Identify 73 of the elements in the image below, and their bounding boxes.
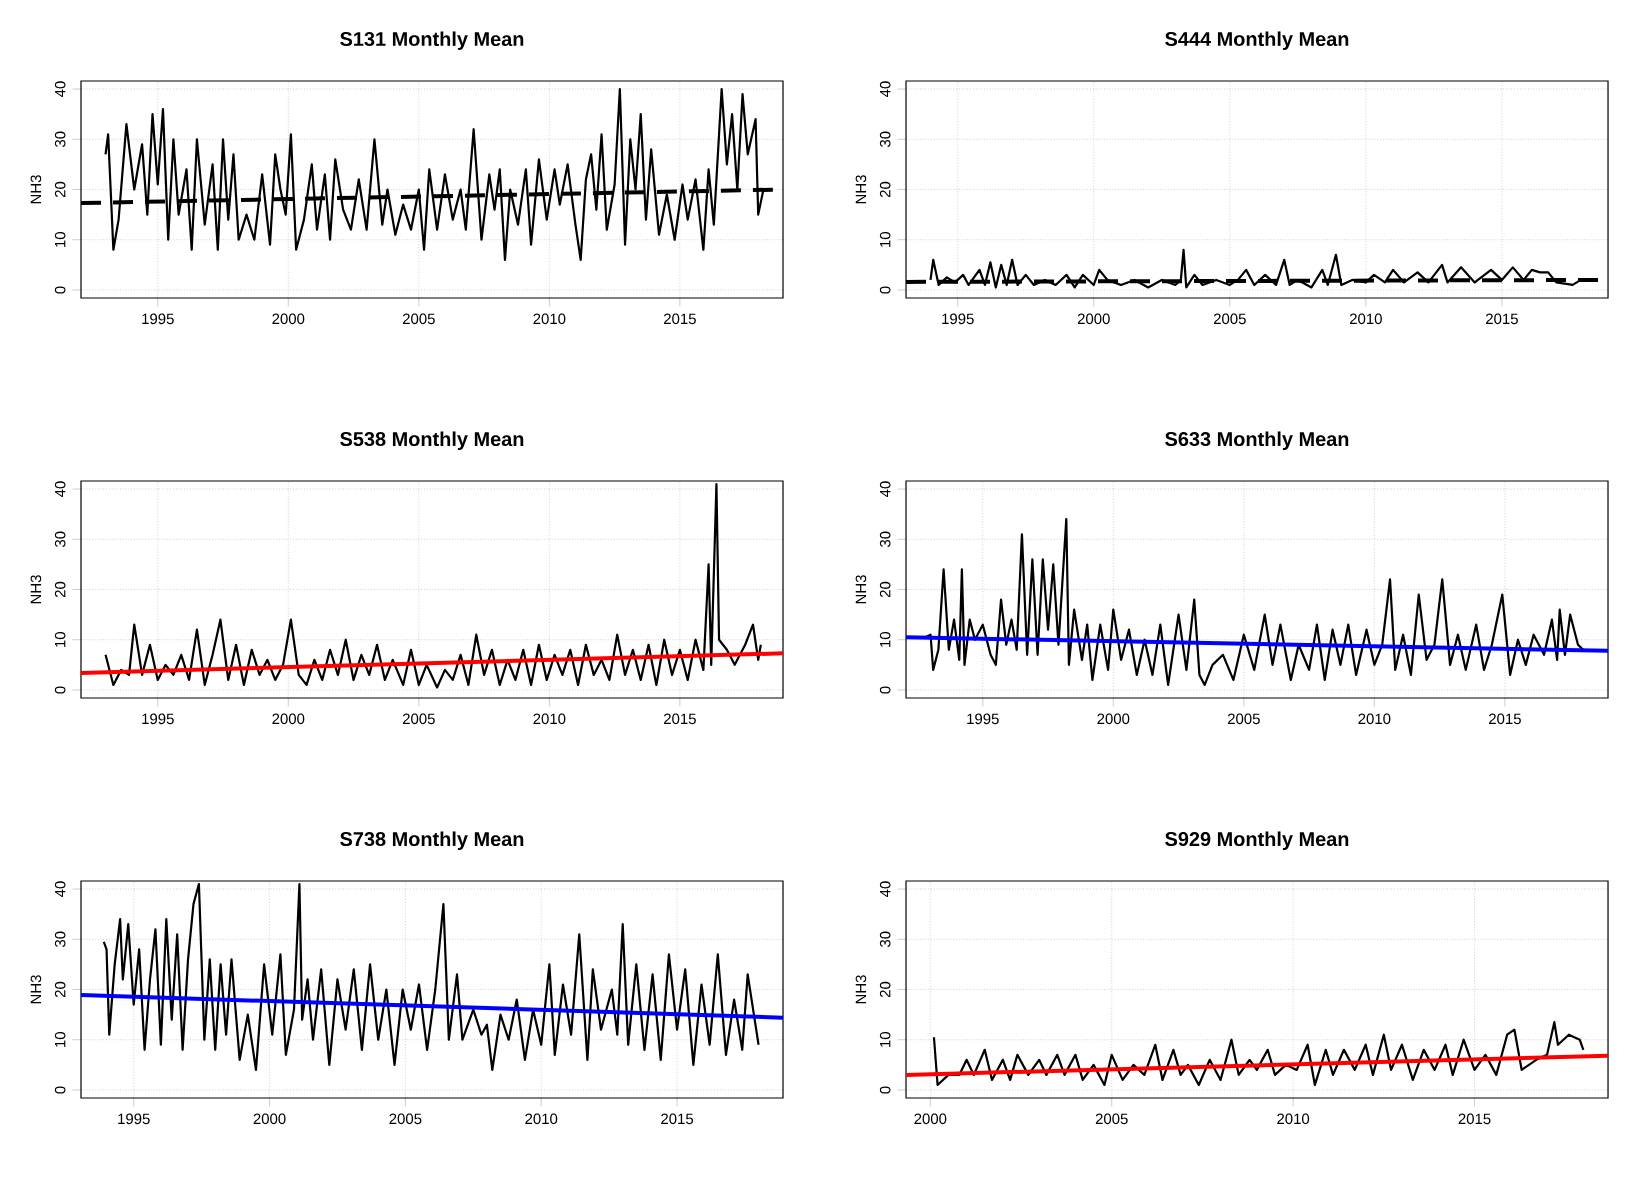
x-tick-label: 2015 <box>1458 1113 1491 1125</box>
x-tick-label: 1995 <box>967 713 999 725</box>
x-tick-label: 2000 <box>1077 313 1110 325</box>
x-tick-label: 2010 <box>533 313 566 325</box>
y-tick-label: 10 <box>54 632 66 647</box>
y-tick-label: 40 <box>879 481 891 498</box>
y-tick-label: 10 <box>54 1032 66 1047</box>
chart-title: S633 Monthly Mean <box>1165 431 1349 450</box>
x-tick-label: 2005 <box>1213 313 1246 325</box>
y-axis-title: NH3 <box>30 175 42 204</box>
y-tick-label: 40 <box>54 81 66 98</box>
x-tick-label: 2005 <box>402 313 435 325</box>
y-axis-title: NH3 <box>30 575 42 604</box>
y-tick-label: 40 <box>879 81 891 98</box>
x-tick-label: 2000 <box>272 313 305 325</box>
x-tick-label: 2005 <box>1227 713 1260 725</box>
x-tick-label: 2010 <box>525 1113 558 1125</box>
x-tick-label: 2000 <box>914 1113 947 1125</box>
chart-title: S929 Monthly Mean <box>1165 831 1349 851</box>
chart-title: S538 Monthly Mean <box>340 431 524 450</box>
x-tick-label: 1995 <box>118 1113 150 1125</box>
y-tick-label: 20 <box>54 581 66 598</box>
y-tick-label: 20 <box>879 581 891 598</box>
y-tick-label: 0 <box>879 686 891 694</box>
x-tick-label: 2000 <box>253 1113 286 1125</box>
x-tick-label: 2015 <box>661 1113 694 1125</box>
x-tick-label: 2015 <box>664 313 696 325</box>
y-tick-label: 30 <box>879 931 891 948</box>
x-tick-label: 1995 <box>942 313 974 325</box>
y-tick-label: 30 <box>54 531 66 548</box>
line-series <box>924 518 1585 687</box>
x-tick-label: 2000 <box>1097 713 1130 725</box>
y-axis-title: NH3 <box>855 975 867 1004</box>
x-tick-label: 2015 <box>664 713 696 725</box>
x-tick-label: 2005 <box>389 1113 422 1125</box>
y-tick-label: 40 <box>879 881 891 898</box>
y-tick-label: 0 <box>879 1086 891 1094</box>
x-tick-label: 2005 <box>1095 1113 1128 1125</box>
y-axis-title: NH3 <box>855 175 867 204</box>
y-tick-label: 30 <box>879 131 891 148</box>
y-axis-title: NH3 <box>30 975 42 1004</box>
y-tick-label: 0 <box>54 1086 66 1094</box>
y-tick-label: 20 <box>879 981 891 998</box>
x-tick-label: 1995 <box>142 313 174 325</box>
y-axis-title: NH3 <box>855 575 867 604</box>
y-tick-label: 0 <box>54 686 66 694</box>
y-tick-label: 20 <box>54 981 66 998</box>
y-tick-label: 10 <box>54 232 66 247</box>
chart-title: S738 Monthly Mean <box>340 831 524 851</box>
chart-title: S131 Monthly Mean <box>340 31 524 50</box>
y-tick-label: 10 <box>879 1032 891 1047</box>
x-tick-label: 2010 <box>1277 1113 1310 1125</box>
y-tick-label: 0 <box>879 286 891 294</box>
y-tick-label: 20 <box>54 181 66 198</box>
y-tick-label: 30 <box>54 131 66 148</box>
x-tick-label: 2010 <box>1358 713 1391 725</box>
x-tick-label: 2010 <box>533 713 566 725</box>
y-tick-label: 10 <box>879 232 891 247</box>
x-tick-label: 2000 <box>272 713 305 725</box>
x-tick-label: 2005 <box>402 713 435 725</box>
y-tick-label: 20 <box>879 181 891 198</box>
y-tick-label: 40 <box>54 881 66 898</box>
y-tick-label: 10 <box>879 632 891 647</box>
y-tick-label: 40 <box>54 481 66 498</box>
line-series <box>932 1021 1585 1087</box>
x-tick-label: 2015 <box>1486 313 1518 325</box>
x-tick-label: 2010 <box>1349 313 1382 325</box>
chart-title: S444 Monthly Mean <box>1165 31 1349 50</box>
y-tick-label: 30 <box>879 531 891 548</box>
y-tick-label: 0 <box>54 286 66 294</box>
y-tick-label: 30 <box>54 931 66 948</box>
x-tick-label: 2015 <box>1489 713 1521 725</box>
x-tick-label: 1995 <box>142 713 174 725</box>
